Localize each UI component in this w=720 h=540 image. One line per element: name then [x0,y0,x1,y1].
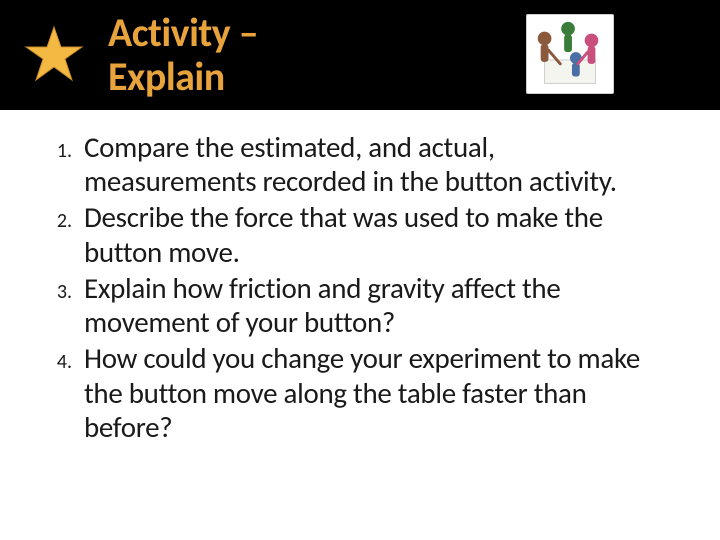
item-text: Compare the estimated, and actual, measu… [84,130,660,198]
item-text: Describe the force that was used to make… [84,200,660,268]
title-line-1: Activity – [108,8,258,57]
question-list: 1. Compare the estimated, and actual, me… [46,130,660,444]
slide-body: 1. Compare the estimated, and actual, me… [0,110,720,444]
list-item: 4. How could you change your experiment … [46,341,660,444]
title-line-2: Explain [108,52,225,101]
item-number: 1. [46,139,84,163]
item-number: 4. [46,350,84,374]
star-icon [24,25,84,85]
list-item: 1. Compare the estimated, and actual, me… [46,130,660,198]
item-number: 2. [46,209,84,233]
list-item: 2. Describe the force that was used to m… [46,200,660,268]
clipart-kids-icon [526,14,614,94]
slide-title: Activity – Explain [108,11,258,99]
item-text: How could you change your experiment to … [84,341,660,444]
item-number: 3. [46,280,84,304]
slide-header: Activity – Explain [0,0,720,110]
item-text: Explain how friction and gravity affect … [84,271,660,339]
list-item: 3. Explain how friction and gravity affe… [46,271,660,339]
